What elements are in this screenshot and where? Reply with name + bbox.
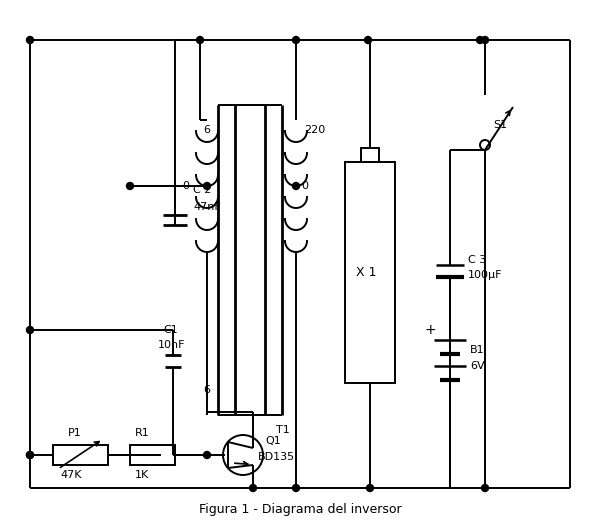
Circle shape [293,485,299,492]
Text: 0: 0 [301,181,308,191]
Text: P1: P1 [68,428,82,438]
Text: BD135: BD135 [258,452,295,462]
Text: 47K: 47K [60,470,82,480]
Bar [53,445,108,465]
Text: 0: 0 [182,181,189,191]
Text: 47nF: 47nF [193,202,221,212]
Text: C 3: C 3 [468,255,486,265]
Circle shape [365,36,371,43]
Text: 6: 6 [203,125,210,135]
Text: 10nF: 10nF [158,340,185,350]
Circle shape [203,451,211,458]
Circle shape [476,36,484,43]
Circle shape [26,326,34,334]
Circle shape [293,183,299,190]
Text: 1K: 1K [135,470,149,480]
Text: R1: R1 [135,428,150,438]
Text: X 1: X 1 [356,266,377,278]
Text: Q1: Q1 [265,436,281,446]
Bar [130,445,175,465]
Text: +: + [425,323,437,337]
Text: 6: 6 [203,385,210,395]
Circle shape [127,183,133,190]
Circle shape [293,36,299,43]
Text: 100μF: 100μF [468,270,503,280]
Text: 220: 220 [304,125,325,135]
Circle shape [203,183,211,190]
Text: C 2: C 2 [193,185,211,195]
Text: B1: B1 [470,345,485,355]
Circle shape [482,485,488,492]
Bar [345,162,395,383]
Circle shape [367,485,373,492]
Text: T1: T1 [276,425,290,435]
Circle shape [26,451,34,458]
Text: 6V: 6V [470,361,485,371]
Circle shape [482,36,488,43]
Bar [361,148,379,162]
Text: S1: S1 [493,120,507,130]
Text: Figura 1 - Diagrama del inversor: Figura 1 - Diagrama del inversor [199,504,401,516]
Circle shape [26,451,34,458]
Text: C1: C1 [163,325,178,335]
Circle shape [197,36,203,43]
Circle shape [26,36,34,43]
Circle shape [250,485,257,492]
